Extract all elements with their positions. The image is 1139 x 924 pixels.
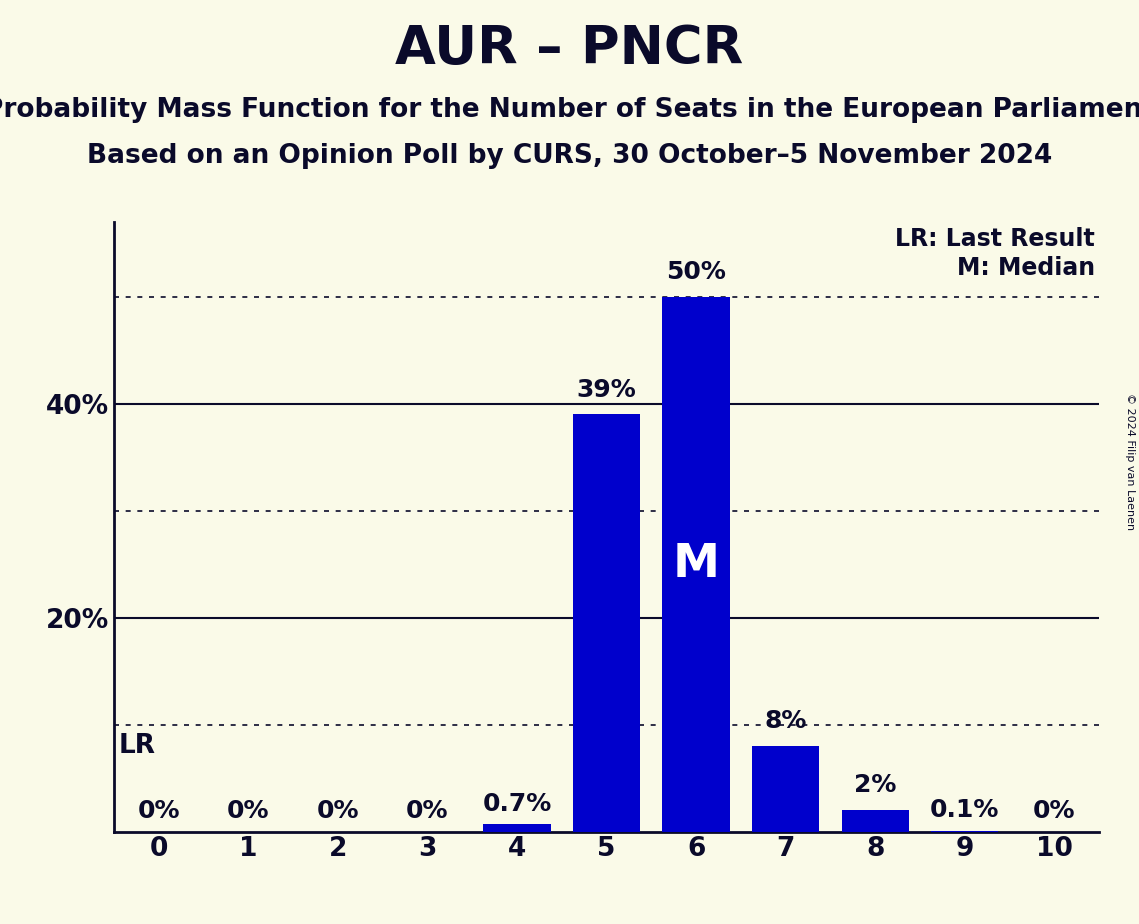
Text: 39%: 39% <box>576 378 637 402</box>
Bar <box>663 297 730 832</box>
Text: 0%: 0% <box>138 799 180 823</box>
Bar <box>752 746 819 832</box>
Text: © 2024 Filip van Laenen: © 2024 Filip van Laenen <box>1125 394 1134 530</box>
Text: 0%: 0% <box>407 799 449 823</box>
Bar <box>573 414 640 832</box>
Bar <box>932 831 999 832</box>
Text: 2%: 2% <box>854 773 896 797</box>
Text: Based on an Opinion Poll by CURS, 30 October–5 November 2024: Based on an Opinion Poll by CURS, 30 Oct… <box>87 143 1052 169</box>
Text: Probability Mass Function for the Number of Seats in the European Parliament: Probability Mass Function for the Number… <box>0 97 1139 123</box>
Text: 0%: 0% <box>227 799 270 823</box>
Text: 0%: 0% <box>317 799 359 823</box>
Bar <box>842 810 909 832</box>
Text: 0.1%: 0.1% <box>931 798 999 822</box>
Text: 0.7%: 0.7% <box>482 792 551 816</box>
Text: M: Median: M: Median <box>957 256 1095 280</box>
Text: LR: Last Result: LR: Last Result <box>895 227 1095 251</box>
Bar <box>483 824 550 832</box>
Text: 50%: 50% <box>666 260 726 284</box>
Text: AUR – PNCR: AUR – PNCR <box>395 23 744 75</box>
Text: M: M <box>673 541 720 587</box>
Text: LR: LR <box>118 733 155 760</box>
Text: 8%: 8% <box>764 709 806 733</box>
Text: 0%: 0% <box>1033 799 1075 823</box>
